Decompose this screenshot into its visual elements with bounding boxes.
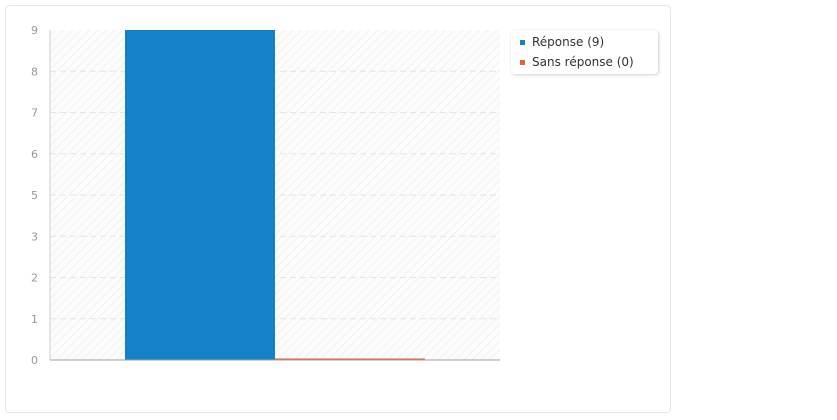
y-tick-label: 7 [31, 107, 38, 120]
legend: Réponse (9) Sans réponse (0) [511, 30, 658, 74]
bar-sans-reponse[interactable] [275, 358, 425, 361]
legend-item-reponse[interactable]: Réponse (9) [520, 32, 658, 52]
bar-reponse[interactable] [125, 30, 275, 360]
legend-swatch-sans-reponse [520, 59, 525, 65]
y-tick-label: 5 [31, 189, 38, 202]
y-tick-label: 2 [31, 272, 38, 285]
y-tick-label: 8 [31, 65, 38, 78]
legend-label-reponse: Réponse (9) [532, 35, 605, 49]
y-tick-labels: 0 1 2 3 5 6 7 8 9 [31, 24, 38, 367]
y-tick-label: 9 [31, 24, 38, 37]
legend-label-sans-reponse: Sans réponse (0) [532, 55, 634, 69]
y-tick-label: 3 [31, 230, 38, 243]
y-tick-label: 0 [31, 354, 38, 367]
bars [125, 30, 425, 360]
y-tick-label: 6 [31, 148, 38, 161]
legend-swatch-reponse [520, 39, 525, 45]
y-tick-label: 1 [31, 313, 38, 326]
legend-item-sans-reponse[interactable]: Sans réponse (0) [520, 52, 658, 72]
